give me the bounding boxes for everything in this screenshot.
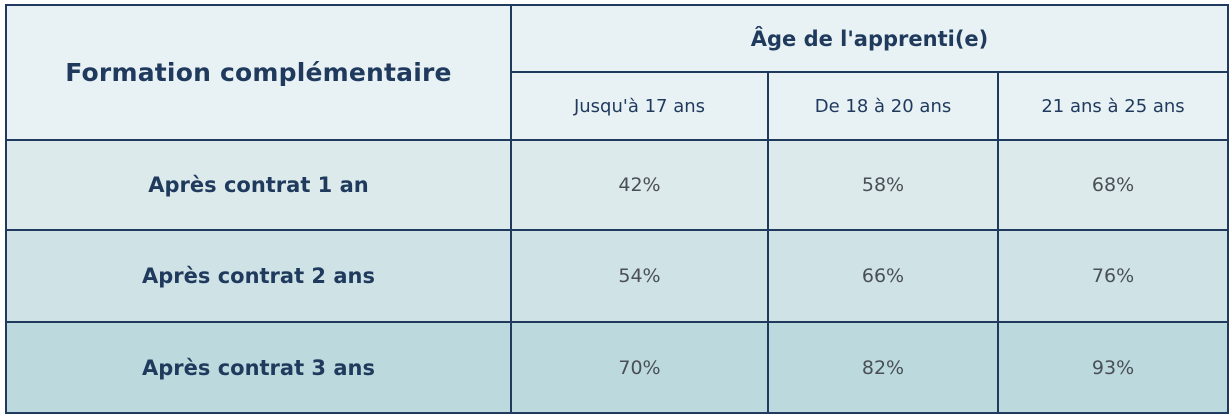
age-header: Âge de l'apprenti(e) (509, 4, 1230, 73)
table-cell: 82% (767, 321, 999, 414)
table-cell: 42% (510, 139, 769, 231)
row-label: Après contrat 1 an (5, 139, 512, 231)
row-label: Après contrat 3 ans (5, 321, 512, 414)
table-row: Après contrat 2 ans 54% 66% 76% (5, 229, 1230, 323)
table-row: Après contrat 3 ans 70% 82% 93% (5, 321, 1230, 414)
table-cell: 70% (510, 321, 769, 414)
table-row: Après contrat 1 an 42% 58% 68% (5, 139, 1230, 231)
column-header: 21 ans à 25 ans (996, 71, 1230, 141)
table-cell: 66% (767, 229, 999, 323)
table-cell: 76% (996, 229, 1230, 323)
table-cell: 93% (996, 321, 1230, 414)
table-cell: 58% (767, 139, 999, 231)
column-header: Jusqu'à 17 ans (510, 71, 769, 141)
header-row: Formation complémentaire Âge de l'appren… (5, 4, 1230, 141)
table-cell: 54% (510, 229, 769, 323)
corner-header: Formation complémentaire (5, 4, 512, 141)
apprentice-pay-table: Formation complémentaire Âge de l'appren… (5, 4, 1230, 414)
subheader-row: Jusqu'à 17 ans De 18 à 20 ans 21 ans à 2… (6, 71, 1230, 141)
table-cell: 68% (996, 139, 1230, 231)
row-label: Après contrat 2 ans (5, 229, 512, 323)
column-header: De 18 à 20 ans (767, 71, 999, 141)
